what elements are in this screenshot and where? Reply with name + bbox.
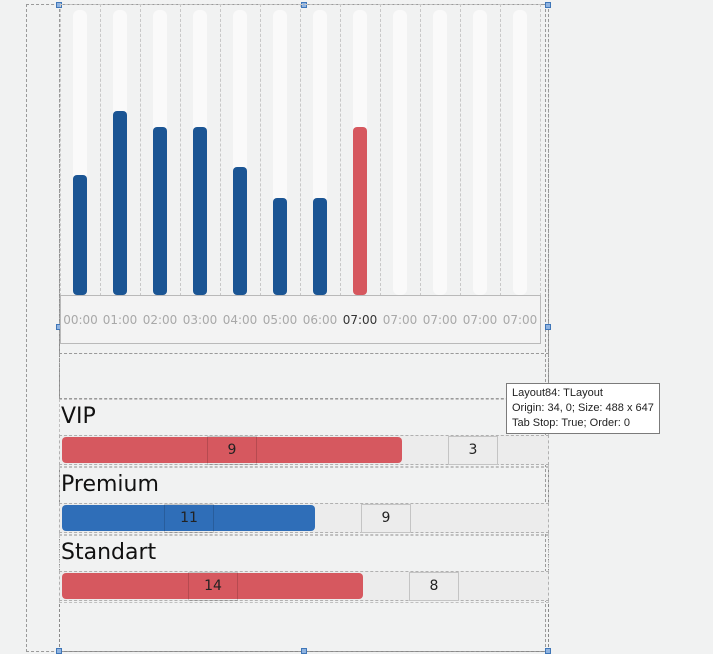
bar-00:00-0	[73, 174, 87, 295]
bar-04:00-4	[233, 166, 247, 295]
category-bar-fill	[62, 573, 363, 599]
tick-label: 07:00	[420, 295, 461, 344]
tick-label: 07:00	[380, 295, 421, 344]
category-row-standart	[59, 535, 549, 603]
category-inside-value: 14	[188, 572, 238, 601]
category-outside-value: 9	[361, 504, 411, 533]
category-inside-value: 11	[164, 504, 214, 533]
tooltip-line-1: Layout84: TLayout	[512, 387, 603, 399]
bar-track	[433, 10, 447, 295]
category-title: VIP	[61, 404, 96, 429]
tick-label: 02:00	[140, 295, 181, 344]
category-title: Premium	[61, 472, 159, 497]
category-bar-fill	[62, 505, 315, 531]
bar-track	[513, 10, 527, 295]
bar-06:00-6	[313, 198, 327, 295]
selection-handle[interactable]	[545, 648, 551, 654]
bar-07:00-7	[353, 127, 367, 295]
designer-tooltip: Layout84: TLayout Origin: 34, 0; Size: 4…	[506, 383, 660, 434]
tick-label: 05:00	[260, 295, 301, 344]
selection-handle[interactable]	[545, 324, 551, 330]
category-inside-value: 9	[207, 436, 257, 465]
tick-label: 01:00	[100, 295, 141, 344]
category-outside-value: 3	[448, 436, 498, 465]
tick-label: 04:00	[220, 295, 261, 344]
tick-label: 07:00	[500, 295, 541, 344]
tick-label: 00:00	[60, 295, 101, 344]
selection-handle[interactable]	[56, 2, 62, 8]
bar-track	[473, 10, 487, 295]
spacer-frame	[59, 353, 549, 399]
category-title: Standart	[61, 540, 157, 565]
bar-05:00-5	[273, 198, 287, 295]
selection-handle[interactable]	[301, 2, 307, 8]
bar-01:00-1	[113, 111, 127, 295]
tick-label: 07:00	[460, 295, 501, 344]
column-frame	[500, 4, 541, 296]
selection-handle[interactable]	[545, 2, 551, 8]
bar-02:00-2	[153, 127, 167, 295]
tooltip-line-2: Origin: 34, 0; Size: 488 x 647	[512, 402, 654, 414]
bar-track	[393, 10, 407, 295]
category-bar-fill	[62, 437, 402, 463]
selection-handle[interactable]	[56, 648, 62, 654]
category-outside-value: 8	[409, 572, 459, 601]
tick-label: 03:00	[180, 295, 221, 344]
tooltip-line-3: Tab Stop: True; Order: 0	[512, 417, 631, 429]
tick-label: 06:00	[300, 295, 341, 344]
tick-label: 07:00	[340, 295, 381, 344]
category-row-premium	[59, 467, 549, 535]
bar-03:00-3	[193, 127, 207, 295]
selection-handle[interactable]	[301, 648, 307, 654]
